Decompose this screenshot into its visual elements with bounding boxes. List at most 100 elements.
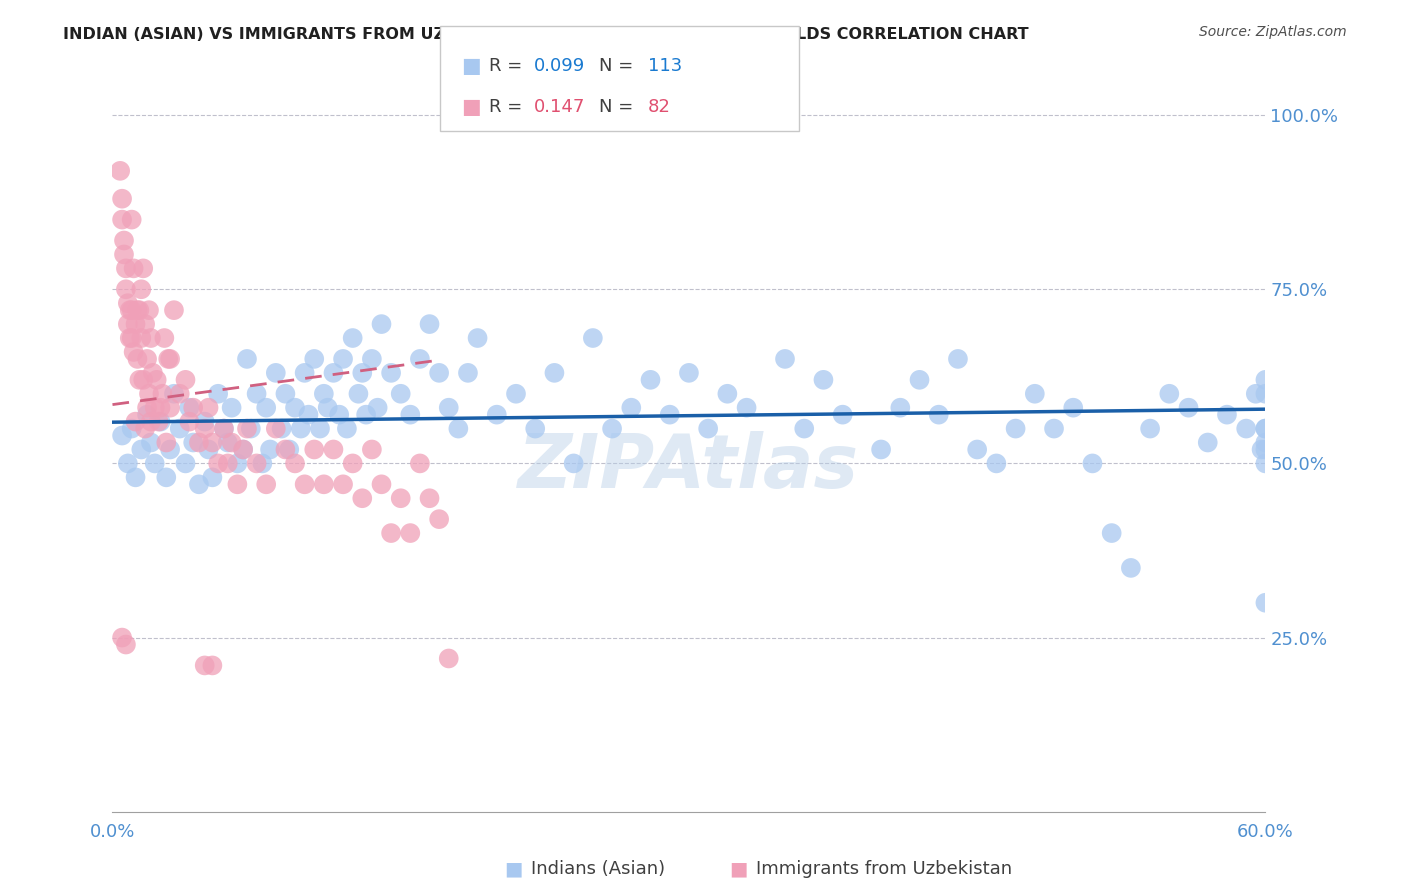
Point [312, 386, 335, 401]
Point [236, 351, 259, 366]
Point [1234, 421, 1257, 435]
Text: 0.147: 0.147 [534, 98, 586, 116]
Point [117, 296, 139, 310]
Point [139, 435, 162, 450]
Point [246, 457, 269, 471]
Point [264, 366, 287, 380]
Point [179, 415, 201, 429]
Point [163, 386, 186, 401]
Point [342, 331, 364, 345]
Point [236, 421, 259, 435]
Point [153, 331, 176, 345]
Point [121, 331, 143, 345]
Point [389, 386, 412, 401]
Point [221, 401, 243, 415]
Text: R =: R = [489, 57, 529, 75]
Point [284, 457, 307, 471]
Point [127, 303, 149, 318]
Point [1216, 408, 1239, 422]
Point [246, 386, 269, 401]
Point [1081, 457, 1104, 471]
Point [174, 373, 197, 387]
Point [773, 351, 796, 366]
Point [239, 421, 262, 435]
Point [121, 421, 143, 435]
Point [134, 317, 156, 331]
Point [115, 261, 138, 276]
Point [134, 421, 156, 435]
Point [226, 457, 249, 471]
Point [232, 442, 254, 457]
Point [201, 470, 224, 484]
Text: 0.099: 0.099 [534, 57, 585, 75]
Point [1254, 421, 1277, 435]
Point [304, 351, 326, 366]
Point [297, 408, 319, 422]
Point [813, 373, 835, 387]
Text: ■: ■ [503, 859, 523, 879]
Point [129, 331, 153, 345]
Point [316, 401, 339, 415]
Point [1244, 386, 1267, 401]
Point [370, 317, 392, 331]
Point [735, 401, 758, 415]
Point [457, 366, 479, 380]
Text: R =: R = [489, 98, 529, 116]
Point [226, 477, 249, 491]
Point [354, 408, 377, 422]
Point [309, 421, 332, 435]
Point [128, 373, 150, 387]
Point [221, 435, 243, 450]
Point [143, 457, 166, 471]
Point [1254, 421, 1277, 435]
Point [640, 373, 662, 387]
Point [966, 442, 988, 457]
Point [127, 351, 149, 366]
Point [159, 351, 181, 366]
Point [409, 351, 432, 366]
Point [600, 421, 623, 435]
Point [1101, 526, 1123, 541]
Point [284, 401, 307, 415]
Point [212, 421, 235, 435]
Point [118, 303, 141, 318]
Point [399, 408, 422, 422]
Point [1254, 373, 1277, 387]
Point [129, 282, 153, 296]
Point [946, 351, 969, 366]
Point [347, 386, 370, 401]
Point [1043, 421, 1066, 435]
Point [986, 457, 1008, 471]
Point [181, 435, 204, 450]
Point [697, 421, 720, 435]
Point [159, 442, 181, 457]
Point [1177, 401, 1199, 415]
Point [562, 457, 585, 471]
Point [1062, 401, 1084, 415]
Point [111, 428, 134, 442]
Point [427, 366, 450, 380]
Point [908, 373, 931, 387]
Text: ■: ■ [728, 859, 748, 879]
Point [197, 401, 219, 415]
Point [278, 442, 301, 457]
Point [169, 386, 191, 401]
Point [304, 442, 326, 457]
Point [122, 345, 145, 359]
Point [149, 401, 172, 415]
Point [270, 421, 292, 435]
Point [139, 331, 162, 345]
Point [212, 421, 235, 435]
Point [352, 366, 374, 380]
Point [658, 408, 681, 422]
Point [132, 261, 155, 276]
Point [1254, 386, 1277, 401]
Point [889, 401, 911, 415]
Point [188, 477, 211, 491]
Point [124, 317, 146, 331]
Point [389, 491, 412, 506]
Point [138, 303, 160, 318]
Point [117, 317, 139, 331]
Text: ZIPAtlas: ZIPAtlas [519, 432, 859, 505]
Point [294, 366, 316, 380]
